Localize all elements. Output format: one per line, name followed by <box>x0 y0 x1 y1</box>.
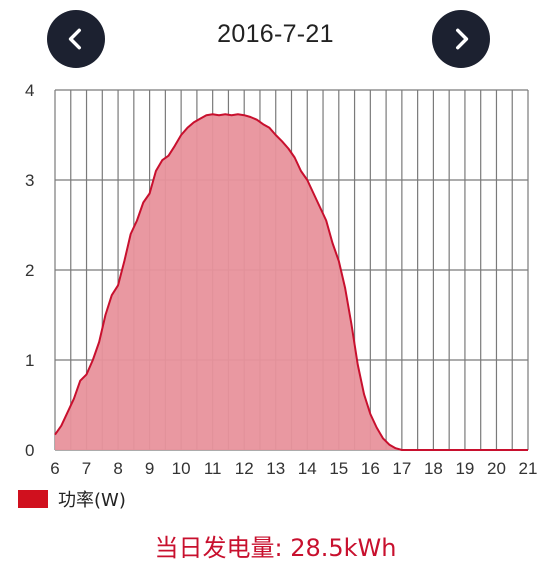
series-line <box>54 113 528 451</box>
x-tick-label: 19 <box>455 459 474 478</box>
x-tick-label: 20 <box>487 459 506 478</box>
y-tick-label: 0 <box>25 441 34 460</box>
y-tick-label: 4 <box>25 81 34 100</box>
y-tick-label: 2 <box>25 261 34 280</box>
series-area <box>55 114 528 451</box>
chart-legend: 功率(W) <box>18 486 126 512</box>
x-tick-label: 21 <box>519 459 538 478</box>
x-tick-label: 14 <box>298 459 317 478</box>
next-date-button[interactable] <box>432 10 490 68</box>
y-tick-label: 3 <box>25 171 34 190</box>
x-tick-label: 9 <box>145 459 154 478</box>
x-tick-label: 7 <box>82 459 91 478</box>
chevron-right-icon <box>456 28 469 50</box>
x-tick-label: 10 <box>172 459 191 478</box>
legend-swatch <box>18 490 48 508</box>
daily-generation-summary: 当日发电量: 28.5kWh <box>154 534 397 562</box>
chevron-left-icon <box>68 28 81 50</box>
legend-label: 功率(W) <box>58 490 126 511</box>
x-tick-label: 11 <box>204 459 222 478</box>
x-tick-label: 13 <box>266 459 285 478</box>
x-tick-label: 18 <box>424 459 443 478</box>
x-tick-label: 17 <box>392 459 411 478</box>
prev-date-button[interactable] <box>47 10 105 68</box>
x-tick-label: 6 <box>50 459 59 478</box>
x-tick-label: 15 <box>329 459 348 478</box>
date-title: 2016-7-21 <box>217 20 334 48</box>
x-tick-label: 8 <box>113 459 122 478</box>
y-tick-label: 1 <box>25 351 34 370</box>
x-tick-label: 12 <box>235 459 254 478</box>
chart-area-layer <box>54 113 528 451</box>
x-tick-label: 16 <box>361 459 380 478</box>
